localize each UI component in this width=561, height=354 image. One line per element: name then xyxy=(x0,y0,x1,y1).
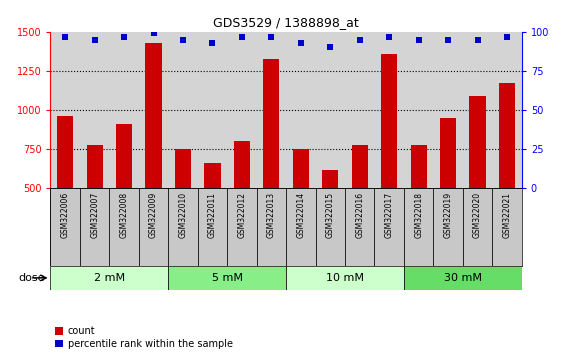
Bar xyxy=(411,145,427,188)
Text: 2 mM: 2 mM xyxy=(94,273,125,283)
Text: GSM322018: GSM322018 xyxy=(414,192,423,238)
Bar xyxy=(50,188,80,266)
Bar xyxy=(197,188,227,266)
Bar xyxy=(234,141,250,188)
Bar xyxy=(286,188,315,266)
Point xyxy=(444,37,453,42)
Point xyxy=(326,45,335,50)
Legend: count, percentile rank within the sample: count, percentile rank within the sample xyxy=(56,326,233,349)
Point xyxy=(503,34,512,39)
Text: GSM322013: GSM322013 xyxy=(267,192,276,238)
Text: GSM322016: GSM322016 xyxy=(355,192,364,238)
Bar xyxy=(463,188,493,266)
Bar xyxy=(145,43,162,188)
Point xyxy=(296,40,305,46)
Bar xyxy=(263,59,279,188)
Point xyxy=(385,34,394,39)
Bar xyxy=(404,266,522,290)
Bar xyxy=(470,96,486,188)
Point xyxy=(61,34,70,39)
Bar xyxy=(168,188,197,266)
Text: GSM322015: GSM322015 xyxy=(326,192,335,238)
Text: GSM322017: GSM322017 xyxy=(385,192,394,238)
Text: 5 mM: 5 mM xyxy=(211,273,243,283)
Text: GSM322021: GSM322021 xyxy=(503,192,512,238)
Text: dose: dose xyxy=(19,273,45,283)
Point xyxy=(178,37,187,42)
Bar xyxy=(440,118,456,188)
Point xyxy=(414,37,423,42)
Bar xyxy=(315,188,345,266)
Bar xyxy=(322,171,338,188)
Text: GSM322007: GSM322007 xyxy=(90,192,99,238)
Text: GSM322012: GSM322012 xyxy=(237,192,246,238)
Bar xyxy=(168,266,286,290)
Bar xyxy=(433,188,463,266)
Bar xyxy=(80,188,109,266)
Text: 30 mM: 30 mM xyxy=(444,273,482,283)
Text: GSM322020: GSM322020 xyxy=(473,192,482,238)
Point xyxy=(208,40,217,46)
Bar xyxy=(57,116,73,188)
Bar xyxy=(227,188,257,266)
Text: GSM322014: GSM322014 xyxy=(296,192,305,238)
Bar xyxy=(286,266,404,290)
Point xyxy=(149,30,158,36)
Bar xyxy=(404,188,433,266)
Text: GSM322008: GSM322008 xyxy=(119,192,128,238)
Text: GSM322009: GSM322009 xyxy=(149,192,158,238)
Bar xyxy=(116,124,132,188)
Bar xyxy=(293,149,309,188)
Bar xyxy=(257,188,286,266)
Text: GSM322011: GSM322011 xyxy=(208,192,217,238)
Bar xyxy=(139,188,168,266)
Title: GDS3529 / 1388898_at: GDS3529 / 1388898_at xyxy=(213,16,359,29)
Bar xyxy=(50,266,168,290)
Text: GSM322019: GSM322019 xyxy=(444,192,453,238)
Bar xyxy=(375,188,404,266)
Bar xyxy=(86,145,103,188)
Bar xyxy=(352,145,368,188)
Point xyxy=(90,37,99,42)
Bar xyxy=(499,83,515,188)
Point xyxy=(119,34,128,39)
Text: GSM322010: GSM322010 xyxy=(178,192,187,238)
Bar xyxy=(175,149,191,188)
Point xyxy=(267,34,276,39)
Bar xyxy=(381,54,397,188)
Bar xyxy=(493,188,522,266)
Bar xyxy=(204,164,220,188)
Point xyxy=(355,37,364,42)
Point xyxy=(237,34,246,39)
Bar xyxy=(109,188,139,266)
Bar xyxy=(345,188,374,266)
Point xyxy=(473,37,482,42)
Text: GSM322006: GSM322006 xyxy=(61,192,70,238)
Text: 10 mM: 10 mM xyxy=(326,273,364,283)
